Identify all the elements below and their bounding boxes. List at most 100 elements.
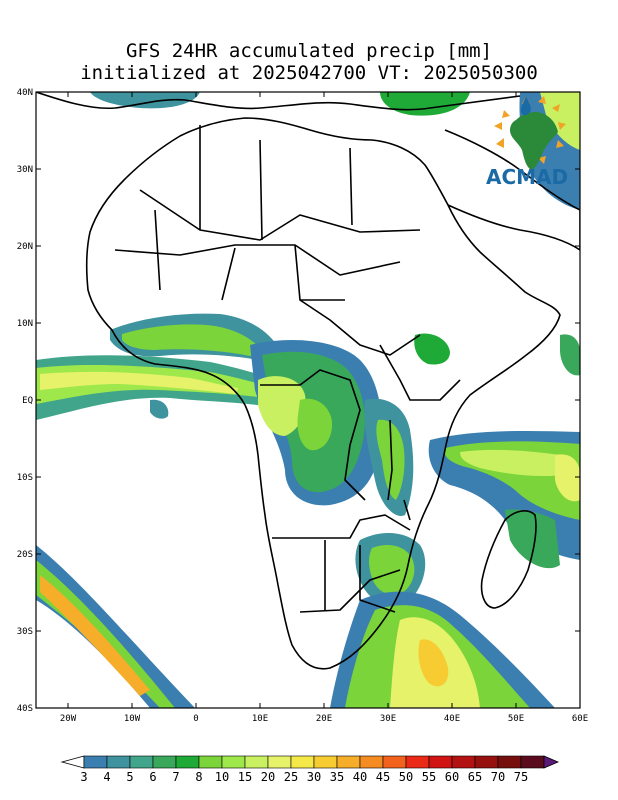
lon-tick-label: 40E — [444, 714, 460, 724]
colorbar-level-label: 3 — [80, 770, 87, 784]
precip-sw-atlantic — [36, 545, 195, 708]
precip-atlantic-itcz-max — [40, 371, 238, 394]
colorbar-level-label: 60 — [445, 770, 459, 784]
colorbar-level-label: 35 — [330, 770, 344, 784]
colorbar-level-label: 65 — [468, 770, 482, 784]
precip-north-left — [90, 92, 200, 109]
border-south1 — [272, 514, 411, 539]
madagascar-coastline — [480, 510, 537, 609]
border-sahel — [114, 244, 401, 276]
logo-text: ACMAD — [486, 165, 568, 189]
lat-tick-label: 30S — [17, 627, 33, 637]
lon-tick-label: 10W — [124, 714, 141, 724]
colorbar-level-label: 7 — [172, 770, 179, 784]
precip-ethiopia — [414, 333, 450, 365]
precip-north-right-core — [540, 92, 580, 150]
africa-coastline — [85, 117, 561, 670]
lat-tick-label: 40S — [17, 704, 33, 714]
precip-east-africa-core — [376, 419, 405, 500]
lat-tick-label: EQ — [22, 396, 33, 406]
precip-madagascar — [505, 509, 560, 569]
lat-tick-label: 40N — [17, 88, 33, 98]
border-n2 — [199, 125, 353, 241]
precip-congo-spot — [297, 398, 333, 451]
lat-tick-label: 10S — [17, 473, 33, 483]
lon-tick-label: 30E — [380, 714, 396, 724]
colorbar-box — [382, 755, 407, 769]
colorbar-level-label: 25 — [284, 770, 298, 784]
colorbar-box — [313, 755, 338, 769]
colorbar-level-label: 30 — [307, 770, 321, 784]
colorbar-box — [106, 755, 131, 769]
colorbar-level-label: 40 — [353, 770, 367, 784]
precip-gulf-small — [150, 399, 169, 419]
colorbar-box — [336, 755, 361, 769]
lon-tick-label: 20W — [60, 714, 77, 724]
precip-southeast-band-peak — [418, 639, 449, 687]
colorbar-level-label: 10 — [215, 770, 229, 784]
colorbar-box — [244, 755, 269, 769]
colorbar: 3 4 5 6 7 8 10 15 20 25 30 35 40 45 50 55 60 65 70 75 — [60, 755, 560, 784]
border-south2 — [324, 540, 396, 613]
lat-tick-label: 30N — [17, 165, 33, 175]
arabia-coastline — [444, 129, 580, 251]
colorbar-box — [405, 755, 430, 769]
colorbar-box — [497, 755, 522, 769]
colorbar-box — [520, 755, 545, 769]
lon-axis: 20W 10W 0 10E 20E 30E 40E 50E 60E — [60, 92, 588, 724]
lat-tick-label: 20N — [17, 242, 33, 252]
precip-congo-max — [258, 376, 306, 436]
chart-title-line-2: initialized at 2025042700 VT: 2025050300 — [80, 62, 538, 84]
lat-tick-label: 10N — [17, 319, 33, 329]
colorbar-box — [152, 755, 177, 769]
europe-coastline — [36, 92, 521, 111]
precip-indian-east — [555, 454, 580, 502]
colorbar-over-triangle — [543, 755, 560, 769]
border-central — [299, 299, 421, 356]
colorbar-level-label: 70 — [491, 770, 505, 784]
precip-sw-atlantic-core — [36, 560, 175, 708]
precip-field — [36, 92, 580, 708]
colorbar-box — [129, 755, 154, 769]
colorbar-level-label: 5 — [126, 770, 133, 784]
lon-tick-label: 0 — [193, 714, 198, 724]
colorbar-box — [267, 755, 292, 769]
lon-tick-label: 60E — [572, 714, 588, 724]
border-east — [379, 344, 461, 401]
border-lakes — [387, 419, 411, 521]
lon-tick-label: 20E — [316, 714, 332, 724]
precip-sw-atlantic-max — [40, 575, 150, 696]
colorbar-level-label: 50 — [399, 770, 413, 784]
border-south3 — [299, 569, 401, 613]
coastlines — [36, 92, 580, 670]
colorbar-level-label: 75 — [514, 770, 528, 784]
acmad-logo: ACMAD — [486, 96, 568, 189]
colorbar-box — [359, 755, 384, 769]
lon-tick-label: 10E — [252, 714, 268, 724]
border-congo — [260, 369, 366, 501]
border-n1 — [139, 189, 421, 241]
colorbar-box — [290, 755, 315, 769]
colorbar-box — [83, 755, 108, 769]
africa-silhouette-icon — [510, 112, 558, 170]
precip-indian-ocean-max — [460, 449, 565, 477]
colorbar-under-triangle — [60, 755, 85, 769]
colorbar-box — [474, 755, 499, 769]
colorbar-level-label: 45 — [376, 770, 390, 784]
colorbar-level-label: 20 — [261, 770, 275, 784]
precip-east-edge — [560, 334, 580, 376]
colorbar-box — [451, 755, 476, 769]
colorbar-box — [175, 755, 200, 769]
colorbar-level-label: 15 — [238, 770, 252, 784]
colorbar-box — [221, 755, 246, 769]
lon-tick-label: 50E — [508, 714, 524, 724]
colorbar-box — [198, 755, 223, 769]
colorbar-level-label: 4 — [103, 770, 110, 784]
colorbar-level-label: 8 — [195, 770, 202, 784]
colorbar-level-label: 6 — [149, 770, 156, 784]
precip-west-africa-core — [122, 324, 262, 356]
colorbar-box — [428, 755, 453, 769]
raindrop-icon — [520, 96, 531, 115]
lat-axis: 40N 30N 20N 10N EQ 10S 20S 30S 40S — [17, 88, 580, 714]
